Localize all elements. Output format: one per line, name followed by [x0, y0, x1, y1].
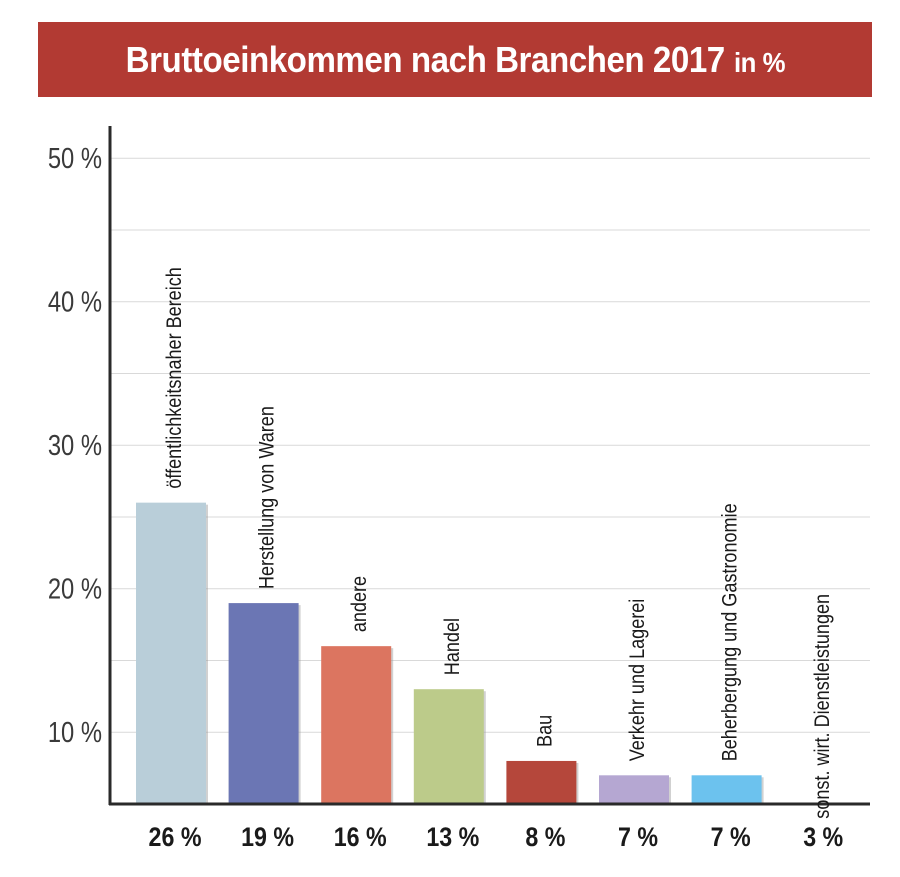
bar-value-label: 8 % — [525, 822, 565, 852]
bar-value-label: 7 % — [711, 822, 751, 852]
bar-value-label: 26 % — [149, 822, 202, 852]
y-tick-label: 50 % — [48, 142, 102, 175]
bar-value-label: 16 % — [334, 822, 387, 852]
bar — [228, 603, 299, 804]
y-tick-label: 40 % — [48, 286, 102, 319]
bars — [136, 502, 764, 804]
axes — [108, 126, 870, 806]
y-tick-label: 20 % — [48, 573, 102, 606]
chart-title-main: Bruttoeinkommen nach Branchen 2017 — [125, 38, 725, 80]
bar-category-labels: öffentlichkeitsnaher Bereich Herstellung … — [163, 267, 835, 819]
bar-category-label: Verkehr und Lagerei — [626, 599, 650, 762]
y-axis-ticks: 10 % 20 % 30 % 40 % 50 % — [48, 142, 102, 749]
gridlines — [110, 157, 870, 733]
bar-value-labels: 26 % 19 % 16 % 13 % 8 % 7 % 7 % 3 % — [149, 822, 844, 852]
bar-value-label: 3 % — [803, 822, 843, 852]
bar — [321, 646, 392, 804]
bar-category-label: öffentlichkeitsnaher Bereich — [163, 267, 187, 488]
y-tick-label: 10 % — [48, 716, 102, 749]
bar — [413, 689, 484, 804]
y-tick-label: 30 % — [48, 429, 102, 462]
bar — [691, 775, 762, 804]
chart-title: Bruttoeinkommen nach Branchen 2017 in % — [125, 38, 786, 81]
chart-title-bar: Bruttoeinkommen nach Branchen 2017 in % — [38, 22, 872, 97]
bar-value-label: 13 % — [426, 822, 479, 852]
bar — [599, 775, 669, 804]
bar-category-label: Herstellung von Waren — [255, 406, 279, 589]
bar — [136, 502, 206, 804]
bar-category-label: sonst. wirt. Dienstleistungen — [811, 594, 835, 819]
bar-category-label: Bau — [533, 715, 557, 747]
bar-category-label: Beherbergung und Gastronomie — [718, 503, 742, 761]
bar-value-label: 7 % — [618, 822, 658, 852]
bar-value-label: 19 % — [241, 822, 294, 852]
chart-title-unit: in % — [733, 46, 786, 78]
bar-category-label: Handel — [441, 618, 465, 675]
bar-category-label: andere — [348, 576, 372, 632]
bar — [506, 760, 577, 804]
